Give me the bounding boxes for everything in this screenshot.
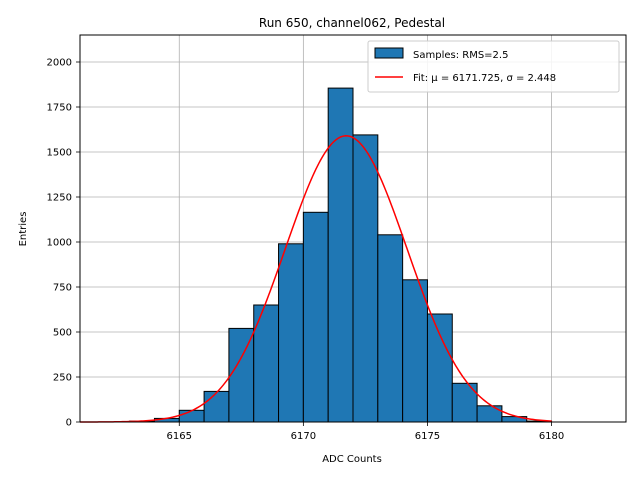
y-axis-title: Entries xyxy=(18,212,29,247)
histogram-bar xyxy=(426,313,453,423)
x-axis: 6165 6170 6175 6180 xyxy=(167,422,564,442)
histogram-bar xyxy=(402,279,428,423)
histogram-bar xyxy=(253,304,280,423)
y-tick-label: 750 xyxy=(53,283,72,294)
histogram-bar xyxy=(352,134,379,423)
y-tick-label: 1750 xyxy=(47,103,72,114)
legend-box xyxy=(367,40,620,93)
histogram-bar xyxy=(228,327,255,423)
x-tick-label: 6175 xyxy=(415,431,440,442)
x-tick-label: 6180 xyxy=(539,431,564,442)
histogram-bar xyxy=(278,243,304,423)
legend-label-fit: Fit: μ = 6171.725, σ = 2.448 xyxy=(413,73,556,84)
histogram-bars xyxy=(129,87,553,423)
y-axis: 0 250 500 750 1000 1250 1500 1750 2000 xyxy=(47,58,80,429)
y-tick-label: 1500 xyxy=(47,148,72,159)
histogram-bar xyxy=(377,234,404,423)
y-tick-label: 500 xyxy=(53,328,72,339)
legend: Samples: RMS=2.5 Fit: μ = 6171.725, σ = … xyxy=(367,40,620,93)
histogram-bar xyxy=(327,87,354,423)
y-tick-label: 0 xyxy=(66,418,72,429)
y-tick-label: 250 xyxy=(53,373,72,384)
histogram-bar xyxy=(178,409,205,423)
y-tick-label: 1000 xyxy=(47,238,72,249)
y-tick-label: 2000 xyxy=(47,58,72,69)
histogram-bar xyxy=(203,390,230,423)
chart-title: Run 650, channel062, Pedestal xyxy=(259,16,445,30)
plot-frame xyxy=(79,34,627,423)
legend-label-histogram: Samples: RMS=2.5 xyxy=(413,50,508,61)
histogram-bar xyxy=(302,211,329,423)
x-tick-label: 6170 xyxy=(291,431,316,442)
histogram-bar xyxy=(476,405,503,423)
fit-curve-group xyxy=(80,135,552,423)
fit-curve xyxy=(80,135,552,423)
legend-swatch-histogram xyxy=(374,47,404,59)
y-tick-label: 1250 xyxy=(47,193,72,204)
x-axis-title: ADC Counts xyxy=(322,454,382,465)
x-tick-label: 6165 xyxy=(167,431,192,442)
